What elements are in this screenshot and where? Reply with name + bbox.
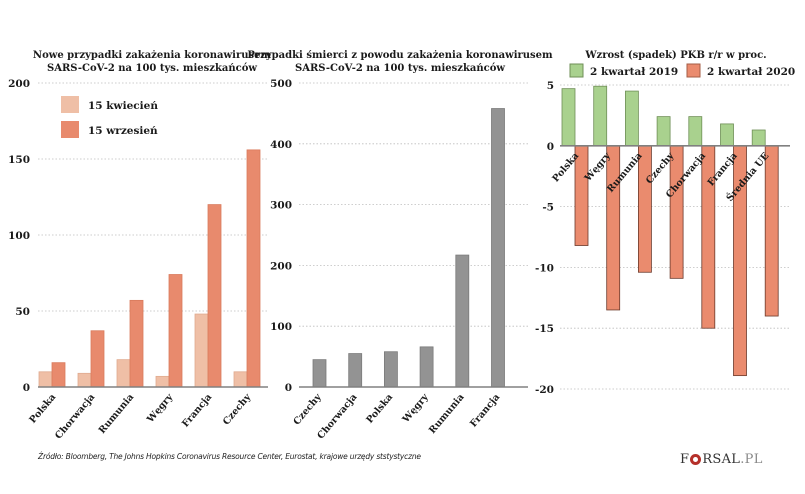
bar [129,299,144,388]
y-tick-label: 300 [270,200,292,212]
y-tick-label: -10 [535,262,554,274]
chart3-title: Wzrost (spadek) PKB r/r w proc. [584,50,766,61]
x-category-label: Węgry [144,391,175,425]
bar [419,346,434,388]
y-tick-label: 100 [8,230,30,242]
y-tick-label: -20 [535,384,554,396]
forsal-logo[interactable]: F RSAL .PL [680,452,763,467]
x-category-label: Francja [180,392,214,430]
legend-label-september: 15 wrzesień [88,125,158,137]
y-tick-label: 100 [270,321,292,333]
x-category-label: Czechy [291,391,324,427]
x-category-label: Rumunia [427,392,467,436]
bar [116,359,131,388]
bar [656,116,671,147]
x-category-label: Węgry [400,391,431,425]
bar [593,85,608,147]
y-tick-label: 5 [547,80,554,92]
legend-label-q2-2019: 2 kwartał 2019 [590,66,678,78]
y-tick-label: 400 [270,139,292,151]
y-tick-label: 200 [270,260,292,272]
bar [669,145,684,279]
bar [491,108,505,388]
bar [638,145,652,273]
bar [625,90,639,147]
logo-text-right: RSAL [702,452,741,467]
legend-swatch-september [61,121,79,138]
logo-text-left: F [680,452,690,467]
bar [77,372,92,388]
x-category-label: Rumunia [97,392,137,436]
bar [246,149,261,388]
bar [348,353,363,388]
y-tick-label: 0 [547,141,554,153]
bar [561,88,576,147]
y-tick-label: 0 [23,382,30,394]
bar [764,145,779,317]
y-tick-label: 150 [8,154,30,166]
logo-o-icon [690,454,702,465]
x-category-label: Polska [364,392,395,426]
x-category-label: Chorwacja [53,392,97,442]
chart1-title: Nowe przypadki zakażenia koronawirusem [33,50,272,61]
bar [383,351,398,388]
bar [194,313,209,388]
y-tick-label: 50 [15,306,30,318]
chart2-subtitle: SARS-CoV-2 na 100 tys. mieszkańców [295,63,505,74]
bar [168,274,183,388]
y-tick-label: 0 [285,382,292,394]
x-category-label: Francja [468,392,502,430]
bar [207,204,222,388]
bar [38,371,53,388]
chart1-subtitle: SARS-CoV-2 na 100 tys. mieszkańców [47,63,257,74]
bar [720,123,734,147]
source-note: Źródło: Bloomberg, The Johns Hopkins Cor… [38,452,421,461]
bar [233,371,248,388]
bar [751,129,766,147]
y-tick-label: -15 [535,323,554,335]
bar [688,116,703,147]
legend-swatch-april [61,96,79,113]
bar [90,330,105,388]
chart2-title: Przypadki śmierci z powodu zakażenia kor… [247,50,553,61]
legend-label-q2-2020: 2 kwartał 2020 [707,66,795,78]
y-tick-label: 200 [8,78,30,90]
bar [155,375,170,388]
x-category-label: Polska [27,392,58,426]
logo-tld: .PL [740,452,763,467]
bar [606,145,621,311]
y-tick-label: -5 [542,202,554,214]
legend-swatch-q2-2019 [569,63,584,78]
x-category-label: Czechy [221,391,254,427]
legend-swatch-q2-2020 [686,63,701,78]
bar [51,362,66,388]
bar [455,254,470,388]
y-tick-label: 500 [270,78,292,90]
bar [312,359,327,388]
legend-label-april: 15 kwiecień [88,100,158,112]
